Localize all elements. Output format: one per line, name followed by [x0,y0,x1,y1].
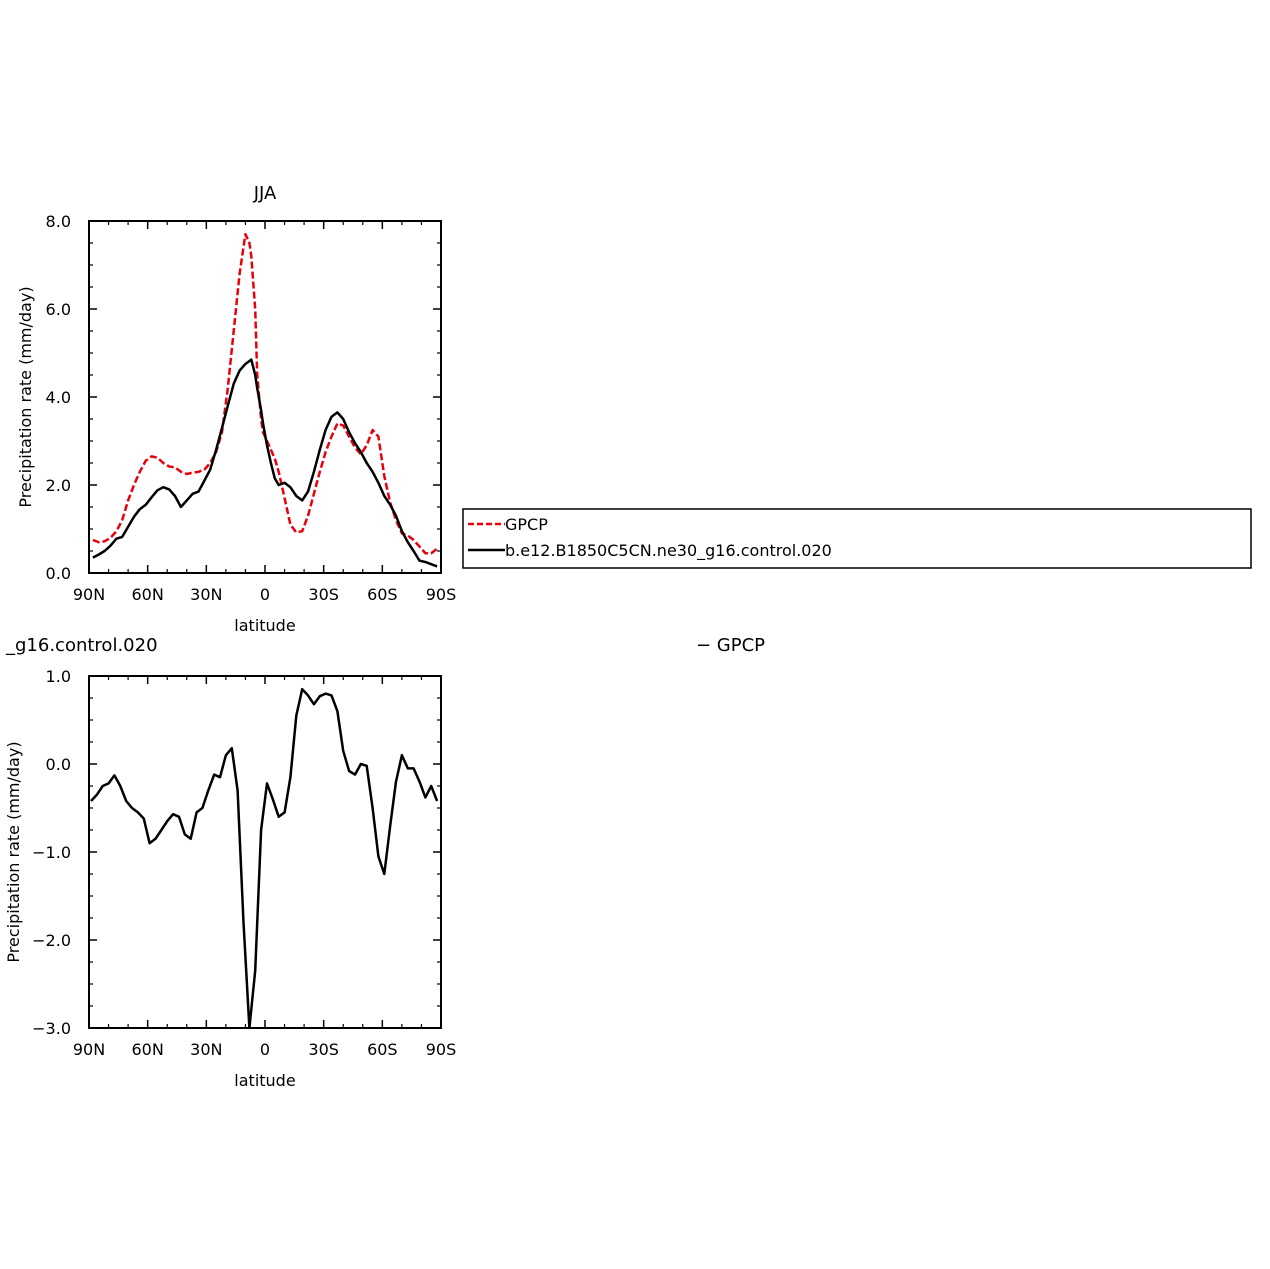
top-panel-y-axis-label: Precipitation rate (mm/day) [16,286,35,507]
bottom-panel-x-tick-label: 90N [73,1040,105,1059]
bottom-panel-y-axis-label: Precipitation rate (mm/day) [4,741,23,962]
top-panel-series-line-1 [92,358,438,568]
top-panel-x-tick-label: 0 [260,585,270,604]
top-panel-y-tick-label: 8.0 [46,212,71,231]
bottom-panel-x-tick-label: 30S [308,1040,339,1059]
bottom-panel-y-tick-label: −3.0 [32,1019,71,1038]
bottom-panel-y-tick-label: −1.0 [32,843,71,862]
bottom-panel-series-line-0 [90,687,439,1030]
top-panel-series-line-0 [92,232,438,555]
top-panel-title: JJA [253,183,277,204]
bottom-panel-x-axis-label: latitude [234,1071,295,1090]
bottom-panel-y-tick-label: 1.0 [46,667,71,686]
legend-box [462,508,1252,569]
legend: GPCP b.e12.B1850C5CN.ne30_g16.control.02… [462,508,1252,569]
top-panel-x-tick-label: 30S [308,585,339,604]
top-panel-frame [88,220,442,574]
top-panel: JJA 90N 60N 30N 0 30S 60S 90S 0.0 2.0 4.0 6.0 8.0 l… [16,183,456,635]
bottom-panel-x-tick-label: 0 [260,1040,270,1059]
bottom-panel-title-left: _g16.control.020 [5,635,158,656]
bottom-panel-x-tick-label: 90S [426,1040,457,1059]
top-panel-x-tick-label: 60S [367,585,398,604]
top-panel-y-tick-label: 6.0 [46,300,71,319]
bottom-panel-series-group [90,687,439,1030]
bottom-panel-x-tick-label: 60S [367,1040,398,1059]
top-panel-y-tick-label: 2.0 [46,476,71,495]
bottom-panel-y-tick-label: −2.0 [32,931,71,950]
legend-label-model: b.e12.B1850C5CN.ne30_g16.control.020 [505,541,832,561]
bottom-panel: _g16.control.020 − GPCP 90N 60N 30N 0 30S 60S… [4,635,765,1090]
bottom-panel-x-tick-label: 30N [190,1040,222,1059]
top-panel-series-group [92,232,438,568]
top-panel-x-tick-label: 30N [190,585,222,604]
top-panel-x-tick-label: 90S [426,585,457,604]
top-panel-x-tick-label: 90N [73,585,105,604]
bottom-panel-y-tick-label: 0.0 [46,755,71,774]
bottom-panel-x-tick-label: 60N [132,1040,164,1059]
top-panel-x-axis-label: latitude [234,616,295,635]
legend-label-gpcp: GPCP [505,515,548,534]
top-panel-ticks: 90N 60N 30N 0 30S 60S 90S 0.0 2.0 4.0 6.0 8.0 [46,212,457,604]
bottom-panel-title-right: − GPCP [696,635,765,656]
top-panel-x-tick-label: 60N [132,585,164,604]
bottom-panel-ticks: 90N 60N 30N 0 30S 60S 90S −3.0 −2.0 −1.0 0.0 1.0 [32,667,456,1059]
top-panel-y-tick-label: 4.0 [46,388,71,407]
top-panel-y-tick-label: 0.0 [46,564,71,583]
